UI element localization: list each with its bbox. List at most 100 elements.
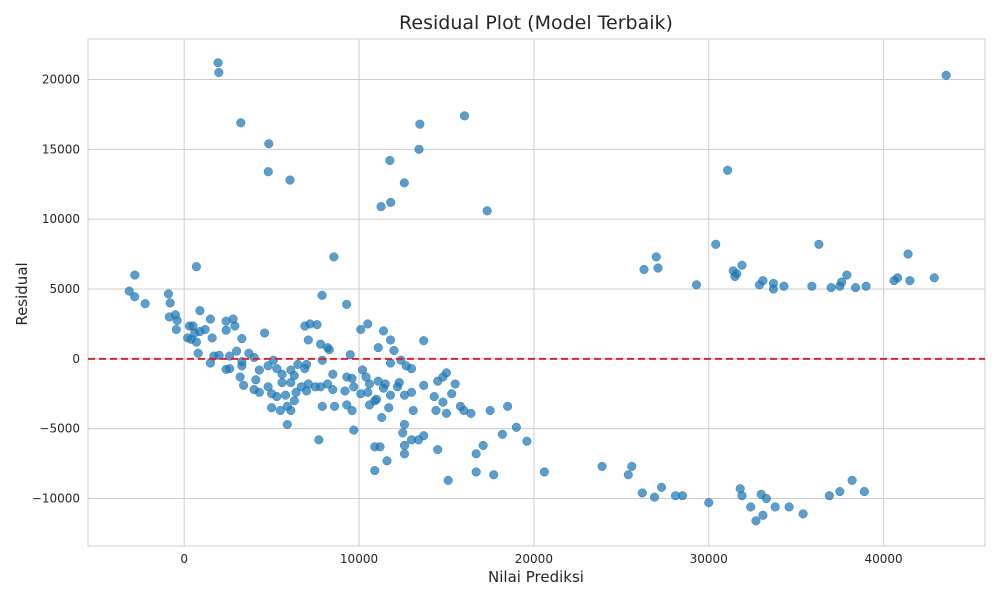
data-point [903,249,913,259]
data-point [347,373,357,383]
data-point [214,350,224,360]
data-point [419,431,429,441]
data-point [414,144,424,154]
data-point [130,270,140,280]
data-point [723,165,733,175]
y-tick-labels: −10000 −5000 0 5000 10000 15000 20000 [32,73,80,506]
data-point [191,262,201,272]
data-point [824,491,834,501]
x-tick-label: 30000 [690,552,728,566]
data-point [784,502,794,512]
data-point [163,289,173,299]
data-point [751,516,761,526]
data-point [770,502,780,512]
data-point [303,335,313,345]
y-tick-label: 20000 [42,73,80,87]
data-point [406,364,417,374]
y-axis-label: Residual [13,262,31,325]
data-point [232,346,242,356]
data-point [314,435,324,445]
y-tick-label: 10000 [42,212,80,226]
data-point [312,320,322,330]
data-point [623,470,633,480]
data-point [124,286,134,296]
data-point [373,343,383,353]
data-point [221,325,231,335]
data-point [837,277,847,287]
data-point [441,408,452,418]
plot-border [87,38,986,547]
data-point [433,445,443,455]
x-tick-labels: 0 10000 20000 30000 40000 [180,552,902,566]
data-point [651,252,661,262]
data-point [466,408,476,418]
chart-title: Residual Plot (Model Terbaik) [399,12,673,34]
data-point [941,70,951,80]
data-point [193,348,203,358]
data-point [459,111,470,121]
data-point [340,386,350,396]
data-point [807,281,817,291]
data-point [522,436,532,446]
data-point [489,470,499,480]
data-point [363,319,373,329]
data-point [627,461,637,471]
data-point [363,387,373,397]
data-point [275,405,285,416]
data-point [263,361,273,371]
y-tick-label: 15000 [42,142,80,156]
data-point [905,276,915,286]
data-point [419,336,429,346]
data-point [378,383,389,393]
data-point [317,355,327,365]
data-point [471,449,481,459]
data-point [356,324,366,335]
data-point [140,299,150,309]
data-point [205,314,215,324]
data-point [929,273,939,283]
data-point [263,167,273,177]
data-point [342,400,352,410]
data-point [653,263,663,273]
data-point [737,491,747,501]
data-point [438,397,448,407]
data-point [768,278,778,288]
data-point [377,412,387,423]
data-point [272,392,282,402]
data-point [207,333,217,343]
data-point [431,405,441,416]
x-axis-label: Nilai Prediksi [488,568,584,586]
data-point [375,442,385,452]
x-tick-label: 10000 [340,552,378,566]
data-point [691,280,702,290]
data-point [349,425,359,435]
data-point [254,387,264,397]
y-tick-label: 0 [72,352,80,366]
data-point [376,202,386,212]
data-point [385,390,396,400]
data-point [649,492,660,502]
data-point [737,260,747,270]
data-point [758,276,768,286]
data-point [172,315,182,325]
data-point [302,359,312,369]
data-point [171,324,181,335]
data-point [195,306,205,316]
data-point [289,371,299,381]
data-point [239,380,249,390]
data-point [861,281,871,291]
data-point [386,197,396,207]
data-point [639,264,649,275]
data-point [392,382,403,392]
data-point [399,449,410,459]
data-point [236,118,246,128]
data-point [758,510,768,520]
data-point [419,380,429,390]
data-point [237,334,247,344]
grid-layer [88,39,985,546]
data-point [214,67,224,78]
data-point [826,283,836,293]
data-point [399,419,410,430]
data-point [711,239,721,249]
x-tick-label: 0 [180,552,188,566]
